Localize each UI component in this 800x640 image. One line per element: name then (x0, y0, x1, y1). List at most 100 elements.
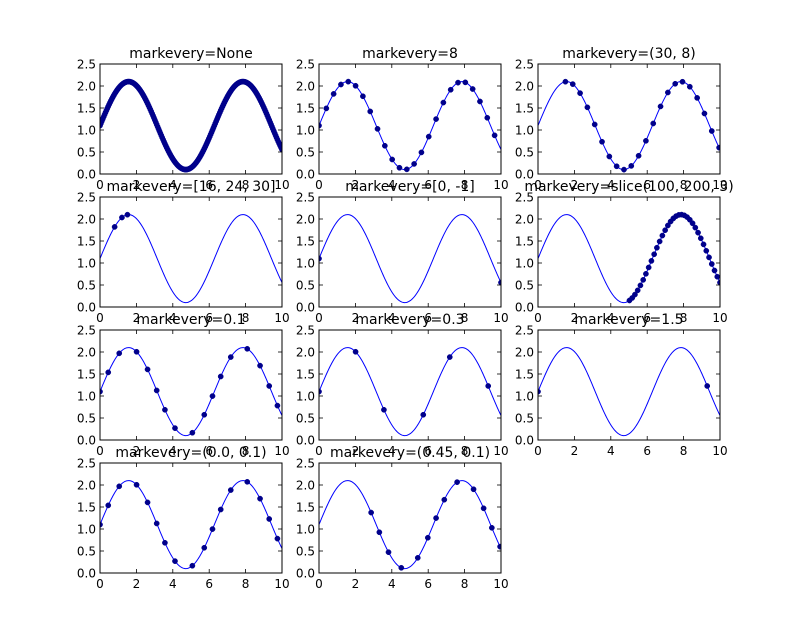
y-tick-label: 0.5 (77, 146, 96, 160)
x-tick-label: 0 (315, 178, 323, 192)
marker-point (706, 254, 712, 261)
marker-point (621, 166, 627, 173)
x-tick-label: 10 (493, 311, 508, 325)
subplot-title: markevery=0.3 (355, 312, 464, 328)
y-tick-label: 2.0 (77, 479, 96, 493)
x-tick-label: 0 (315, 311, 323, 325)
marker-point (654, 244, 660, 251)
marker-group (368, 479, 501, 571)
axes-frame (537, 63, 721, 175)
x-tick-label: 8 (461, 577, 469, 591)
marker-point (584, 104, 591, 111)
marker-point (367, 108, 374, 115)
subplot-1: 0 2 4 6 8 10 0.0 0.5 1.0 1.5 2.0 2.5 markevery=None (77, 46, 290, 192)
marker-point (643, 270, 649, 277)
x-tick-label: 6 (643, 311, 651, 325)
y-tick-label: 0.5 (515, 146, 534, 160)
y-tick-label: 1.0 (296, 390, 315, 404)
y-tick-label: 1.5 (77, 102, 96, 116)
subplot-title: markevery=8 (362, 46, 458, 62)
marker-point (116, 483, 123, 490)
y-tick-label: 0.0 (296, 301, 315, 315)
marker-point (274, 535, 281, 542)
x-tick-label: 8 (461, 178, 469, 192)
marker-point (330, 91, 337, 97)
marker-point (635, 152, 642, 159)
marker-point (433, 515, 439, 521)
y-tick-label: 2.5 (77, 324, 96, 338)
y-tick-label: 1.0 (515, 257, 534, 271)
x-tick-label: 10 (274, 577, 289, 591)
marker-point (651, 251, 658, 258)
marker-point (153, 520, 160, 527)
subplot-title: markevery=0.1 (136, 312, 245, 328)
x-tick-label: 10 (493, 178, 508, 192)
plot-area (319, 330, 501, 440)
x-tick-label: 2 (133, 311, 141, 325)
marker-point (374, 126, 381, 132)
y-tick-label: 2.0 (77, 346, 96, 360)
x-tick-label: 0 (96, 311, 104, 325)
subplot-4: 0 2 4 6 8 100.00.51.01.52.02.5markevery=[16, … (77, 179, 290, 325)
axes-frame (99, 196, 283, 308)
marker-point (628, 163, 635, 169)
marker-point (418, 149, 425, 156)
y-tick-label: 1.5 (296, 102, 315, 116)
subplot-3: 0 2 4 6 8 10 0.0 0.5 1.0 1.5 2.0 2.5 markevery=(30, … (515, 46, 728, 192)
marker-point (697, 235, 704, 242)
marker-point (323, 105, 330, 112)
y-tick-label: 0.5 (296, 545, 315, 559)
marker-point (257, 362, 263, 369)
x-tick-label: 8 (242, 444, 250, 458)
x-tick-label: 6 (205, 444, 213, 458)
y-tick-label: 0.0 (296, 434, 315, 448)
x-tick-label: 10 (274, 311, 289, 325)
y-tick-label: 2.5 (296, 324, 315, 338)
marker-point (381, 406, 387, 413)
marker-point (440, 99, 447, 106)
subplot-title: markevery=slice(100, 200, 3) (524, 179, 733, 195)
x-tick-label: 0 (96, 178, 104, 192)
marker-point (345, 78, 352, 85)
x-tick-label: 10 (493, 577, 508, 591)
y-tick-label: 0.5 (515, 412, 534, 426)
y-tick-label: 2.5 (296, 457, 315, 471)
subplot-10: 0 2 4 6 8 10 0.0 0.5 1.0 1.5 2.0 2.5 markevery=(0.0,… (77, 445, 290, 591)
x-tick-label: 0 (534, 444, 542, 458)
x-tick-label: 0 (96, 444, 104, 458)
y-tick-label: 2.0 (296, 346, 315, 360)
marker-group (319, 78, 498, 173)
marker-point (425, 133, 432, 140)
x-tick-label: 2 (133, 444, 141, 458)
series-line (319, 347, 501, 437)
marker-point (701, 110, 708, 117)
marker-point (599, 138, 605, 145)
y-tick-label: 2.0 (515, 80, 534, 94)
marker-point (411, 161, 417, 167)
axes-frame (318, 329, 502, 441)
marker-point (414, 554, 421, 561)
x-tick-label: 2 (352, 311, 360, 325)
marker-point (257, 495, 263, 502)
y-tick-label: 1.5 (296, 501, 315, 515)
marker-group (111, 211, 131, 230)
marker-point (441, 496, 448, 503)
x-tick-label: 6 (424, 577, 432, 591)
marker-point (133, 348, 140, 355)
marker-point (201, 411, 208, 418)
marker-point (662, 227, 668, 234)
marker-point (489, 524, 495, 531)
x-tick-label: 6 (643, 178, 651, 192)
x-tick-label: 8 (461, 444, 469, 458)
subplot-8: 0 2 4 6 8 10 0.0 0.5 1.0 1.5 2.0 2.5 markevery=0.3 (296, 312, 509, 458)
series-line (319, 214, 501, 304)
y-tick-label: 1.0 (296, 124, 315, 138)
y-tick-label: 1.0 (296, 523, 315, 537)
x-tick-label: 4 (607, 178, 615, 192)
marker-point (634, 287, 641, 294)
marker-point (591, 121, 598, 128)
axes-frame (537, 196, 721, 308)
x-tick-label: 0 (315, 577, 323, 591)
x-tick-label: 2 (352, 444, 360, 458)
x-tick-label: 6 (205, 577, 213, 591)
